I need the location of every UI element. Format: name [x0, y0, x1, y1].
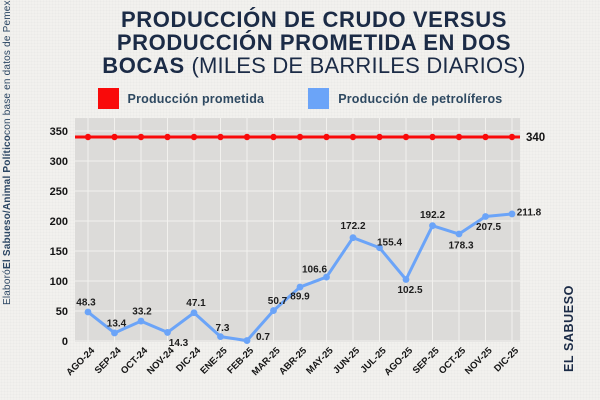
y-tick-label: 200 — [50, 216, 68, 228]
legend-label-actual: Producción de petrolíferos — [338, 91, 503, 106]
data-point-label: 50.7 — [268, 296, 288, 307]
actual-series: 48.3 13.4 33.2 14.3 47.1 7.3 0.7 50.7 89.9 106.6 1… — [76, 207, 541, 349]
y-tick-label: 250 — [50, 186, 68, 198]
actual-point — [482, 213, 489, 220]
gridlines — [75, 118, 520, 342]
actual-point — [164, 329, 171, 336]
legend-item-actual: Producción de petrolíferos — [308, 88, 502, 109]
promised-point — [164, 133, 171, 141]
title-line-2: PRODUCCIÓN PROMETIDA EN DOS — [116, 30, 512, 55]
promised-series: 340 — [75, 132, 545, 144]
title-line-3: BOCAS (MILES DE BARRILES DIARIOS) — [40, 54, 588, 77]
promised-point — [137, 133, 145, 141]
y-tick-label: 300 — [50, 156, 68, 168]
x-tick-label: AGO-25 — [382, 345, 415, 378]
promised-point — [190, 133, 198, 141]
data-point-label: 192.2 — [420, 210, 445, 221]
promised-point — [217, 133, 224, 141]
legend: Producción prometida Producción de petro… — [0, 88, 600, 109]
actual-point — [429, 222, 436, 230]
promised-swatch-icon — [97, 88, 119, 109]
data-point-label: 178.3 — [448, 241, 473, 252]
data-point-label: 102.5 — [397, 285, 422, 296]
data-point-label: 14.3 — [169, 338, 189, 349]
data-point-label: 0.7 — [256, 332, 270, 343]
data-point-label: 106.6 — [302, 265, 327, 276]
data-point-label: 172.2 — [340, 221, 365, 232]
title-subtitle: (MILES DE BARRILES DIARIOS) — [191, 53, 526, 78]
actual-point — [376, 244, 383, 252]
actual-point — [137, 317, 145, 325]
data-point-label: 211.8 — [517, 207, 542, 218]
promised-point — [111, 133, 118, 141]
data-point-label: 33.2 — [132, 307, 152, 318]
data-point-label: 48.3 — [76, 298, 96, 309]
title-line-1: PRODUCCIÓN DE CRUDO VERSUS — [121, 7, 507, 32]
chart-title: PRODUCCIÓN DE CRUDO VERSUS PRODUCCIÓN PR… — [40, 8, 588, 77]
legend-item-promised: Producción prometida — [97, 88, 265, 109]
title-line-3-bold: BOCAS — [102, 53, 185, 78]
promised-point — [429, 133, 436, 141]
x-tick-label: DIC-25 — [492, 345, 522, 375]
x-tick-label: ABR-25 — [277, 345, 310, 378]
data-point-label: 7.3 — [216, 323, 230, 334]
data-point-label: 13.4 — [107, 318, 127, 329]
actual-point — [217, 333, 224, 341]
x-tick-label: AGO-24 — [64, 345, 97, 378]
data-point-label: 207.5 — [476, 222, 501, 233]
y-axis-labels: 0 50 100 150 200 250 300 350 — [50, 126, 68, 348]
x-tick-label: OCT-25 — [437, 345, 469, 377]
x-tick-label: SEP-24 — [93, 345, 124, 376]
actual-point — [508, 210, 516, 218]
promised-point — [323, 133, 330, 141]
actual-swatch-icon — [308, 88, 330, 109]
promised-point — [296, 133, 304, 141]
x-tick-label: NOV-25 — [463, 345, 495, 377]
brand-vertical: EL SABUESO — [562, 284, 576, 372]
promised-point — [84, 133, 92, 141]
actual-point — [243, 337, 251, 344]
actual-point — [402, 276, 410, 283]
y-tick-label: 0 — [62, 336, 68, 348]
actual-point — [323, 273, 330, 281]
x-tick-label: MAY-25 — [304, 345, 336, 377]
x-tick-label: ENE-25 — [198, 345, 230, 377]
x-tick-label: SEP-25 — [411, 345, 442, 376]
promised-point — [243, 133, 251, 141]
promised-point — [402, 133, 410, 141]
actual-point — [270, 307, 277, 314]
promised-point — [270, 133, 277, 141]
promised-point — [349, 133, 357, 141]
x-tick-label: OCT-24 — [119, 345, 151, 377]
y-tick-label: 50 — [56, 306, 68, 318]
promised-value-label: 340 — [526, 132, 545, 144]
data-point-label: 47.1 — [186, 298, 206, 309]
actual-point — [190, 309, 198, 317]
promised-point — [376, 133, 383, 141]
y-tick-label: 100 — [50, 276, 68, 288]
promised-point — [482, 133, 489, 141]
x-axis-labels: AGO-24SEP-24OCT-24NOV-24DIC-24ENE-25FEB-… — [64, 345, 521, 378]
actual-point — [111, 329, 118, 337]
x-tick-label: MAR-25 — [250, 345, 283, 378]
actual-point — [84, 308, 92, 316]
y-tick-label: 150 — [50, 246, 68, 258]
x-tick-label: NOV-24 — [145, 345, 177, 377]
promised-point — [508, 133, 516, 141]
data-point-label: 89.9 — [290, 292, 310, 303]
promised-point — [455, 133, 463, 141]
actual-point — [455, 230, 463, 238]
y-tick-label: 350 — [50, 126, 68, 138]
actual-point — [349, 234, 357, 242]
actual-point — [296, 283, 304, 291]
data-point-label: 155.4 — [377, 237, 402, 248]
x-tick-label: JUN-25 — [331, 345, 362, 376]
legend-label-promised: Producción prometida — [127, 91, 265, 106]
